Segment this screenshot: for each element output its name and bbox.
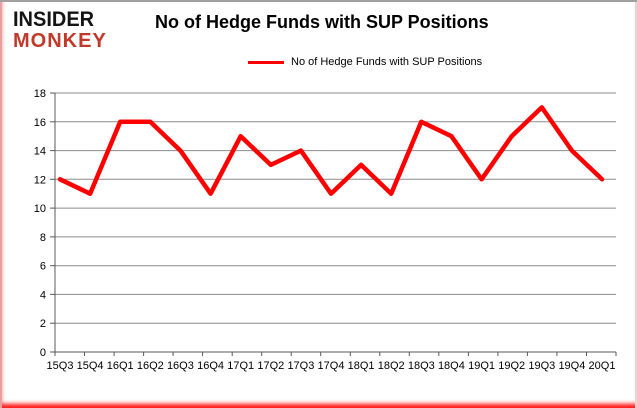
svg-text:19Q3: 19Q3 <box>528 360 555 372</box>
svg-text:19Q4: 19Q4 <box>558 360 585 372</box>
svg-text:16Q2: 16Q2 <box>137 360 164 372</box>
svg-text:15Q4: 15Q4 <box>77 360 104 372</box>
svg-text:18Q2: 18Q2 <box>378 360 405 372</box>
svg-text:19Q1: 19Q1 <box>468 360 495 372</box>
svg-text:14: 14 <box>34 146 46 158</box>
svg-text:16Q4: 16Q4 <box>197 360 224 372</box>
svg-text:18Q4: 18Q4 <box>438 360 465 372</box>
svg-text:15Q3: 15Q3 <box>47 360 74 372</box>
svg-text:10: 10 <box>34 203 46 215</box>
svg-text:18Q3: 18Q3 <box>408 360 435 372</box>
svg-text:16Q1: 16Q1 <box>107 360 134 372</box>
svg-text:2: 2 <box>40 318 46 330</box>
svg-text:12: 12 <box>34 174 46 186</box>
legend: No of Hedge Funds with SUP Positions <box>248 56 482 68</box>
svg-text:19Q2: 19Q2 <box>498 360 525 372</box>
logo-insider-text: INSIDER <box>13 7 95 32</box>
svg-text:17Q1: 17Q1 <box>227 360 254 372</box>
svg-text:16Q3: 16Q3 <box>167 360 194 372</box>
svg-text:8: 8 <box>40 232 46 244</box>
svg-text:0: 0 <box>40 347 46 359</box>
chart-title: No of Hedge Funds with SUP Positions <box>155 12 489 32</box>
svg-text:4: 4 <box>40 289 46 301</box>
svg-text:16: 16 <box>34 117 46 129</box>
svg-text:18Q1: 18Q1 <box>348 360 375 372</box>
svg-text:17Q2: 17Q2 <box>257 360 284 372</box>
insider-monkey-logo: INSIDER MONKEY <box>13 9 107 51</box>
logo-monkey-text: MONKEY <box>13 30 107 52</box>
svg-text:20Q1: 20Q1 <box>589 360 616 372</box>
legend-line-swatch <box>248 60 284 64</box>
svg-text:17Q4: 17Q4 <box>318 360 345 372</box>
legend-label: No of Hedge Funds with SUP Positions <box>291 56 483 68</box>
svg-text:17Q3: 17Q3 <box>287 360 314 372</box>
svg-text:6: 6 <box>40 261 46 273</box>
svg-text:18: 18 <box>34 88 46 100</box>
